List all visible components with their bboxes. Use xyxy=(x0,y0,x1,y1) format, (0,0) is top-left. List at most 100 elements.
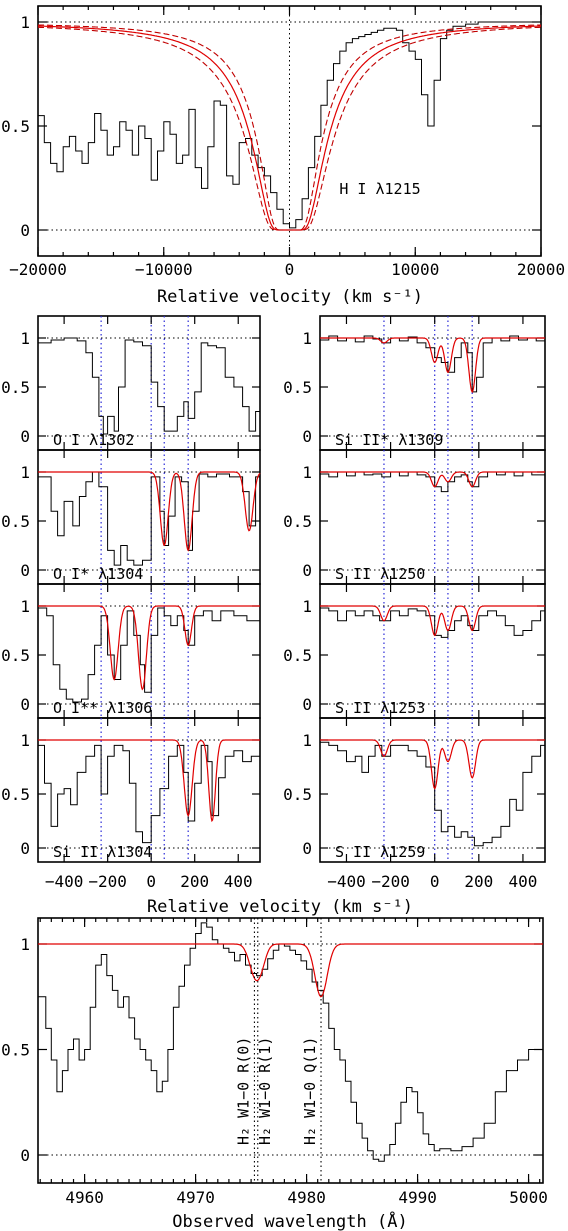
panel-model xyxy=(320,605,545,637)
panel-ytick-label: 1 xyxy=(20,329,30,348)
top-xtick-label: 10000 xyxy=(391,260,439,279)
panel-ytick-label: 1 xyxy=(302,463,312,482)
bottom-model xyxy=(38,943,543,998)
panel-ytick-label: 0 xyxy=(20,561,30,580)
mid-xtick-label: 400 xyxy=(508,872,537,891)
panel-4 xyxy=(37,717,261,863)
panel-ytick-label: 0 xyxy=(302,695,312,714)
panel-label: O I* λ1304 xyxy=(53,565,143,583)
panel-5 xyxy=(319,315,546,451)
panel-spectrum xyxy=(320,335,546,393)
panel-ytick-label: 0 xyxy=(20,839,30,858)
panel-ytick-label: 1 xyxy=(20,597,30,616)
panel-ytick-label: 0.5 xyxy=(283,785,312,804)
mid-xtick-label: −200 xyxy=(371,872,410,891)
top-xtick-label: 0 xyxy=(285,260,295,279)
panel-model xyxy=(320,739,545,790)
panel-spectrum xyxy=(38,744,261,844)
panel-3 xyxy=(37,583,261,719)
top-panel-label: H I λ1215 xyxy=(339,180,420,198)
bottom-panel-frame xyxy=(37,917,544,1184)
top-model-low xyxy=(38,24,541,231)
panel-ytick-label: 1 xyxy=(20,731,30,750)
panel-model xyxy=(38,739,260,823)
panel-ytick-label: 0 xyxy=(20,427,30,446)
mid-xtick-label: 200 xyxy=(180,872,209,891)
panel-label: S II λ1253 xyxy=(335,699,425,717)
panel-model xyxy=(38,605,260,691)
bottom-ytick-label: 0 xyxy=(20,1146,30,1165)
panel-frame xyxy=(37,449,261,585)
h2-line-label: H₂ W1−0 R(0) xyxy=(234,1037,252,1145)
top-ytick-label: 0.5 xyxy=(1,117,30,136)
panel-frame xyxy=(37,315,261,451)
panel-1 xyxy=(37,315,261,451)
bottom-ytick-label: 1 xyxy=(20,935,30,954)
panel-ytick-label: 0.5 xyxy=(1,378,30,397)
mid-xtick-label: −400 xyxy=(327,872,366,891)
top-ytick-label: 1 xyxy=(20,13,30,32)
mid-xlabel: Relative velocity (km s⁻¹) xyxy=(147,897,413,917)
panel-frame xyxy=(319,717,546,863)
bottom-spectrum xyxy=(38,922,544,1162)
panel-ytick-label: 1 xyxy=(20,463,30,482)
panel-spectrum xyxy=(320,471,546,493)
panel-ytick-label: 1 xyxy=(302,597,312,616)
top-ytick-label: 0 xyxy=(20,221,30,240)
panel-ytick-label: 1 xyxy=(302,329,312,348)
panel-frame xyxy=(319,449,546,585)
mid-xtick-label: 200 xyxy=(464,872,493,891)
bottom-ytick-label: 0.5 xyxy=(1,1041,30,1060)
panel-model xyxy=(320,337,545,394)
panel-6 xyxy=(319,449,546,585)
panel-model xyxy=(38,471,261,552)
panel-2 xyxy=(37,449,261,585)
bottom-xtick-label: 4980 xyxy=(287,1188,326,1207)
panel-7 xyxy=(319,583,546,719)
panel-ytick-label: 0 xyxy=(20,695,30,714)
panel-label: S II λ1250 xyxy=(335,565,425,583)
panel-model xyxy=(320,471,545,488)
panel-spectrum xyxy=(38,607,261,703)
panel-spectrum xyxy=(320,740,546,847)
panel-frame xyxy=(37,583,261,719)
panel-ytick-label: 1 xyxy=(302,731,312,750)
mid-xtick-label: −400 xyxy=(45,872,84,891)
top-spectrum xyxy=(38,21,541,229)
mid-xtick-label: 0 xyxy=(430,872,440,891)
bottom-xtick-label: 4970 xyxy=(176,1188,215,1207)
panel-8 xyxy=(319,717,546,863)
panel-ytick-label: 0.5 xyxy=(283,512,312,531)
panel-frame xyxy=(319,583,546,719)
h2-line-label: H₂ W1−0 R(1) xyxy=(256,1037,274,1145)
top-model-high xyxy=(38,26,541,231)
panel-ytick-label: 0.5 xyxy=(1,785,30,804)
panel-ytick-label: 0 xyxy=(302,427,312,446)
h2-line-label: H₂ W1−0 Q(1) xyxy=(301,1037,319,1145)
panel-spectrum xyxy=(38,471,261,566)
panel-label: S II λ1259 xyxy=(335,843,425,861)
panel-frame xyxy=(37,717,261,863)
panel-ytick-label: 0.5 xyxy=(283,646,312,665)
panel-label: O I λ1302 xyxy=(53,431,134,449)
panel-ytick-label: 0 xyxy=(302,839,312,858)
panel-spectrum xyxy=(38,337,261,435)
top-xlabel: Relative velocity (km s⁻¹) xyxy=(157,287,423,307)
bottom-xtick-label: 5000 xyxy=(509,1188,548,1207)
top-xtick-label: −10000 xyxy=(135,260,193,279)
panel-label: Si II* λ1309 xyxy=(335,431,443,449)
bottom-xtick-label: 4960 xyxy=(65,1188,104,1207)
top-xtick-label: 20000 xyxy=(517,260,565,279)
mid-xtick-label: 0 xyxy=(146,872,156,891)
panel-ytick-label: 0.5 xyxy=(283,378,312,397)
mid-xtick-label: 400 xyxy=(224,872,253,891)
bottom-xlabel: Observed wavelength (Å) xyxy=(172,1210,407,1231)
top-xtick-label: −20000 xyxy=(9,260,67,279)
panel-ytick-label: 0.5 xyxy=(1,512,30,531)
panel-label: O I** λ1306 xyxy=(53,699,152,717)
bottom-xtick-label: 4990 xyxy=(398,1188,437,1207)
panel-ytick-label: 0 xyxy=(302,561,312,580)
panel-label: Si II λ1304 xyxy=(53,843,152,861)
panel-ytick-label: 0.5 xyxy=(1,646,30,665)
